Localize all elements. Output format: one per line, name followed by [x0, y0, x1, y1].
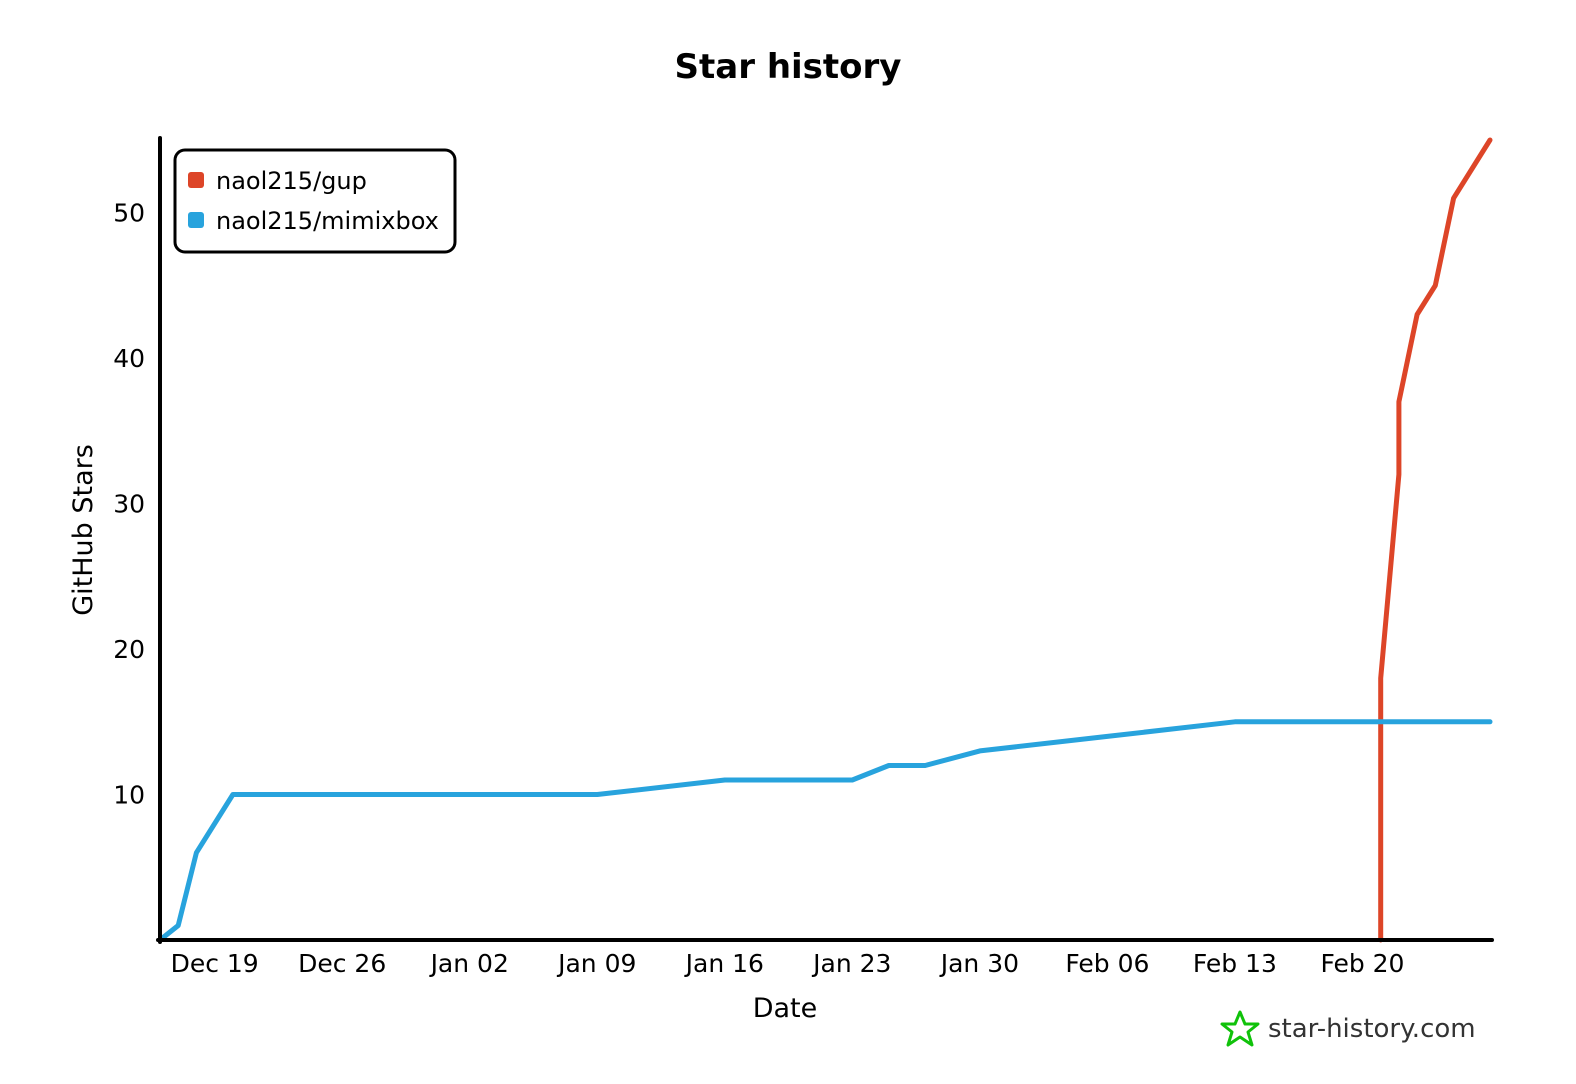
x-tick-label: Feb 13 [1193, 949, 1277, 978]
legend: naol215/gup naol215/mimixbox [173, 148, 457, 254]
x-tick-labels: Dec 19 Dec 26 Jan 02 Jan 09 Jan 16 Jan 23 Jan … [171, 949, 1405, 978]
x-tick-label: Jan 16 [684, 949, 764, 978]
series-line-gup [1378, 137, 1493, 943]
series-line-mimixbox [157, 719, 1493, 943]
x-tick-label: Dec 19 [171, 949, 259, 978]
legend-swatch-gup [188, 172, 204, 188]
legend-label-mimixbox: naol215/mimixbox [216, 207, 439, 235]
y-tick-labels: 10 20 30 40 50 [113, 199, 145, 810]
legend-box [173, 148, 457, 254]
watermark-text: star-history.com [1268, 1014, 1476, 1044]
watermark: star-history.com [1220, 1010, 1476, 1047]
y-tick-label: 40 [113, 344, 145, 373]
legend-label-gup: naol215/gup [216, 167, 367, 195]
x-tick-label: Jan 30 [939, 949, 1019, 978]
x-tick-label: Jan 09 [556, 949, 636, 978]
y-tick-label: 30 [113, 490, 145, 519]
x-tick-label: Dec 26 [298, 949, 386, 978]
legend-swatch-mimixbox [188, 212, 204, 228]
x-axis-label: Date [753, 993, 818, 1024]
series-layer [157, 137, 1493, 943]
y-tick-label: 20 [113, 635, 145, 664]
chart-title: Star history [675, 47, 902, 87]
y-axis-label: GitHub Stars [68, 444, 99, 616]
y-tick-label: 50 [113, 199, 145, 228]
x-tick-label: Feb 06 [1065, 949, 1149, 978]
x-tick-label: Jan 02 [429, 949, 509, 978]
y-tick-label: 10 [113, 781, 145, 810]
star-history-logo-icon [1220, 1010, 1260, 1047]
x-tick-label: Feb 20 [1320, 949, 1404, 978]
x-tick-label: Jan 23 [811, 949, 891, 978]
